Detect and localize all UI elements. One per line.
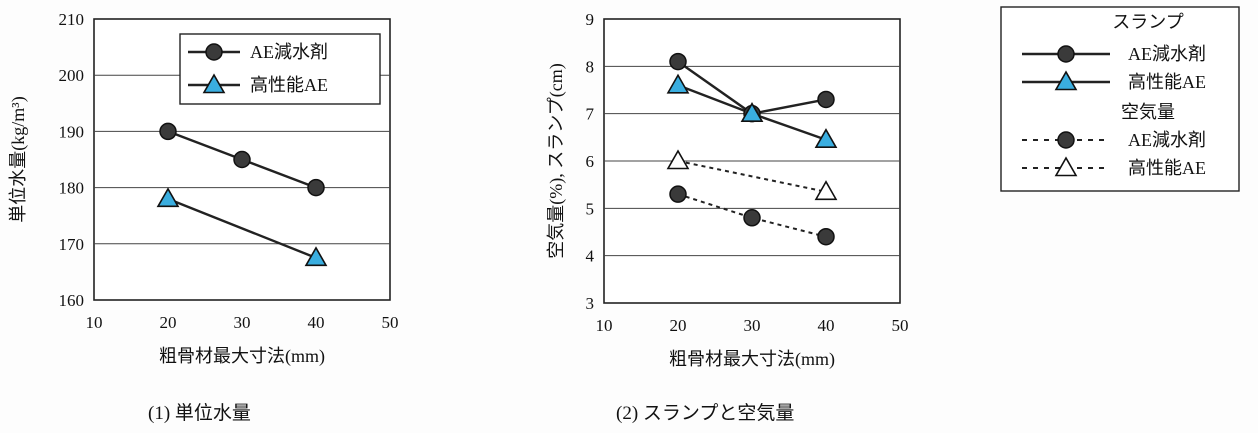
chart2-series-2-point [743, 209, 761, 227]
legend-marker [1057, 45, 1075, 63]
chart2-caption: (2) スランプと空気量 [616, 403, 795, 424]
y-axis-title: 単位水量(kg/m³) [8, 96, 29, 222]
legend-group-air-title: 空気量 [1121, 102, 1175, 122]
chart1-legend-label: AE減水剤 [250, 42, 328, 62]
y-tick-label: 3 [586, 294, 595, 313]
x-tick-label: 30 [234, 313, 251, 332]
unit-water-chart-svg: 160 170 180 190 200 210 10 20 30 40 50 粗骨材最大寸法(mm) 単… [8, 10, 399, 367]
chart1-series-0-point [159, 122, 177, 141]
legend-frame [1000, 6, 1240, 192]
chart2-series-3-line [677, 160, 827, 193]
legend-entry-label: AE減水剤 [1128, 44, 1206, 64]
chart2-series-1-point [814, 128, 838, 148]
x-tick-label: 50 [382, 313, 399, 332]
chart2-series-0-point [669, 52, 687, 71]
chart1-series-1-point [156, 187, 180, 208]
legend-marker [1054, 70, 1078, 91]
chart2-series-3-point [666, 149, 690, 170]
y-tick-label: 9 [586, 10, 595, 29]
chart1-legend-marker [205, 43, 223, 61]
x-tick-label: 50 [892, 316, 909, 335]
y-axis-title: 空気量(%), スランプ(cm) [546, 63, 567, 258]
chart1-series-0-point [307, 178, 325, 197]
chart2-series-3-point [814, 180, 838, 201]
x-tick-label: 20 [670, 316, 687, 335]
chart2-series-1-point [740, 102, 764, 122]
chart2-series-2-point [817, 227, 835, 246]
x-axis-title: 粗骨材最大寸法(mm) [669, 349, 835, 370]
y-tick-label: 5 [586, 199, 595, 218]
legend-group-slump-title: スランプ [1112, 12, 1183, 32]
chart1-series-1-line [167, 197, 317, 259]
x-tick-label: 40 [818, 316, 835, 335]
x-tick-label: 10 [596, 316, 613, 335]
chart1-series-1-point [304, 246, 328, 267]
y-tick-label: 200 [59, 66, 85, 85]
y-tick-label: 8 [586, 57, 595, 76]
y-tick-label: 4 [586, 247, 595, 266]
chart2-legend: スランプ 空気量 AE減水剤 高性能AE AE減水剤 高性能AE [1000, 6, 1240, 192]
slump-air-chart-svg: 3 4 5 6 7 8 9 10 20 30 40 50 粗骨材最大寸法(mm) 空気量(%), スランプ… [546, 10, 909, 370]
y-tick-label: 160 [59, 291, 85, 310]
y-tick-label: 190 [59, 122, 85, 141]
x-tick-label: 10 [86, 313, 103, 332]
legend-entry-label: 高性能AE [1128, 158, 1206, 178]
legend-marker [1057, 131, 1075, 149]
x-tick-label: 40 [308, 313, 325, 332]
y-tick-label: 6 [586, 152, 595, 171]
y-tick-label: 180 [59, 179, 85, 198]
y-tick-label: 7 [586, 105, 595, 124]
chart2-series-2-point [669, 185, 687, 203]
chart1-caption: (1) 単位水量 [148, 403, 251, 424]
y-tick-label: 210 [59, 10, 85, 29]
chart2-series-1-point [666, 73, 690, 94]
legend-entry-label: AE減水剤 [1128, 130, 1206, 150]
chart2-series-0-point [817, 90, 835, 109]
x-axis-title: 粗骨材最大寸法(mm) [159, 346, 325, 367]
legend-marker [1054, 156, 1078, 177]
y-tick-label: 170 [59, 235, 85, 254]
chart1-series-0-point [233, 150, 251, 169]
slump-air-chart: 3 4 5 6 7 8 9 10 20 30 40 50 粗骨材最大寸法(mm) 空気量(%), スランプ… [540, 0, 940, 428]
unit-water-chart: 160 170 180 190 200 210 10 20 30 40 50 粗骨材最大寸法(mm) 単… [0, 0, 440, 428]
chart1-legend-marker [202, 73, 226, 94]
x-tick-label: 20 [160, 313, 177, 332]
x-tick-label: 30 [744, 316, 761, 335]
legend-entry-label: 高性能AE [1128, 72, 1206, 92]
chart1-legend-label: 高性能AE [250, 75, 328, 95]
chart2-series-2-line [677, 193, 827, 238]
